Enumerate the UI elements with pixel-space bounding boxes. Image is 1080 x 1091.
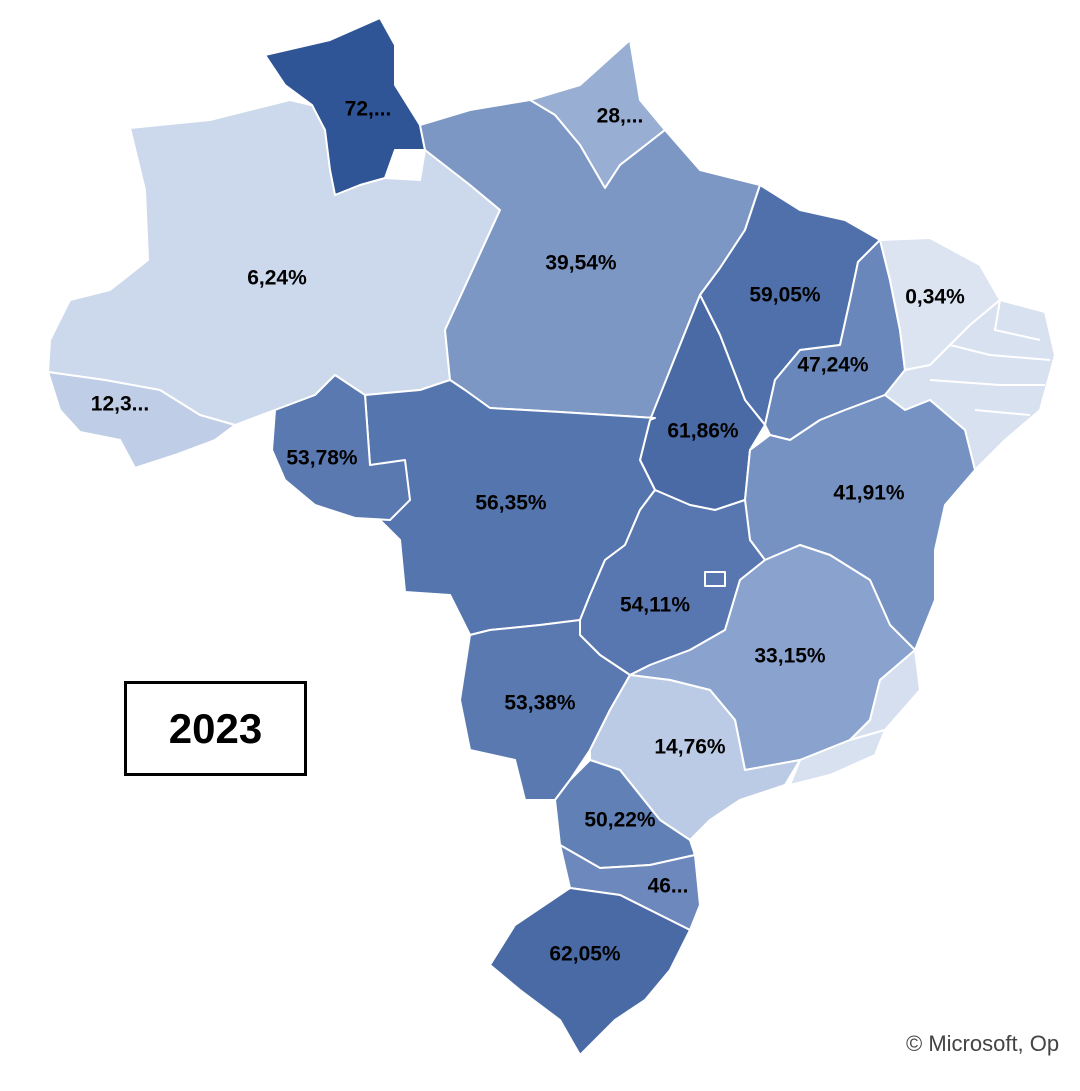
year-box: 2023 bbox=[124, 681, 307, 776]
state-sao-paulo[interactable] bbox=[589, 674, 801, 841]
state-rondonia[interactable] bbox=[271, 374, 411, 521]
label-bahia: 41,91% bbox=[833, 482, 905, 505]
year-label: 2023 bbox=[168, 704, 263, 752]
state-roraima[interactable] bbox=[264, 17, 426, 196]
label-amazonas: 6,24% bbox=[247, 267, 307, 290]
border-pb bbox=[949, 344, 1051, 361]
border-al bbox=[974, 409, 1031, 416]
label-amapa: 28,... bbox=[597, 105, 644, 128]
state-acre[interactable] bbox=[47, 371, 236, 469]
state-rio-de-janeiro[interactable] bbox=[789, 729, 886, 786]
label-roraima: 72,... bbox=[345, 98, 392, 121]
label-mato-grosso: 56,35% bbox=[475, 492, 547, 515]
label-para: 39,54% bbox=[545, 252, 617, 275]
state-rio-grande-do-sul[interactable] bbox=[489, 887, 691, 1056]
state-distrito-federal[interactable] bbox=[704, 571, 726, 587]
label-rio-grande-do-sul: 62,05% bbox=[549, 943, 621, 966]
label-parana: 50,22% bbox=[584, 809, 656, 832]
border-pe bbox=[929, 379, 1045, 386]
label-tocantins: 61,86% bbox=[667, 420, 739, 443]
border-rn bbox=[993, 299, 1041, 341]
label-ceara: 0,34% bbox=[905, 286, 965, 309]
label-mato-grosso-do-sul: 53,38% bbox=[504, 692, 576, 715]
label-maranhao: 59,05% bbox=[749, 284, 821, 307]
label-santa-catarina: 46... bbox=[648, 875, 689, 898]
label-rondonia: 53,78% bbox=[286, 447, 358, 470]
label-piaui: 47,24% bbox=[797, 354, 869, 377]
label-minas-gerais: 33,15% bbox=[754, 645, 826, 668]
label-goias: 54,11% bbox=[620, 594, 690, 617]
label-acre: 12,3... bbox=[91, 393, 149, 416]
map-attribution: © Microsoft, Op bbox=[906, 1031, 1060, 1056]
label-sao-paulo: 14,76% bbox=[654, 736, 726, 759]
